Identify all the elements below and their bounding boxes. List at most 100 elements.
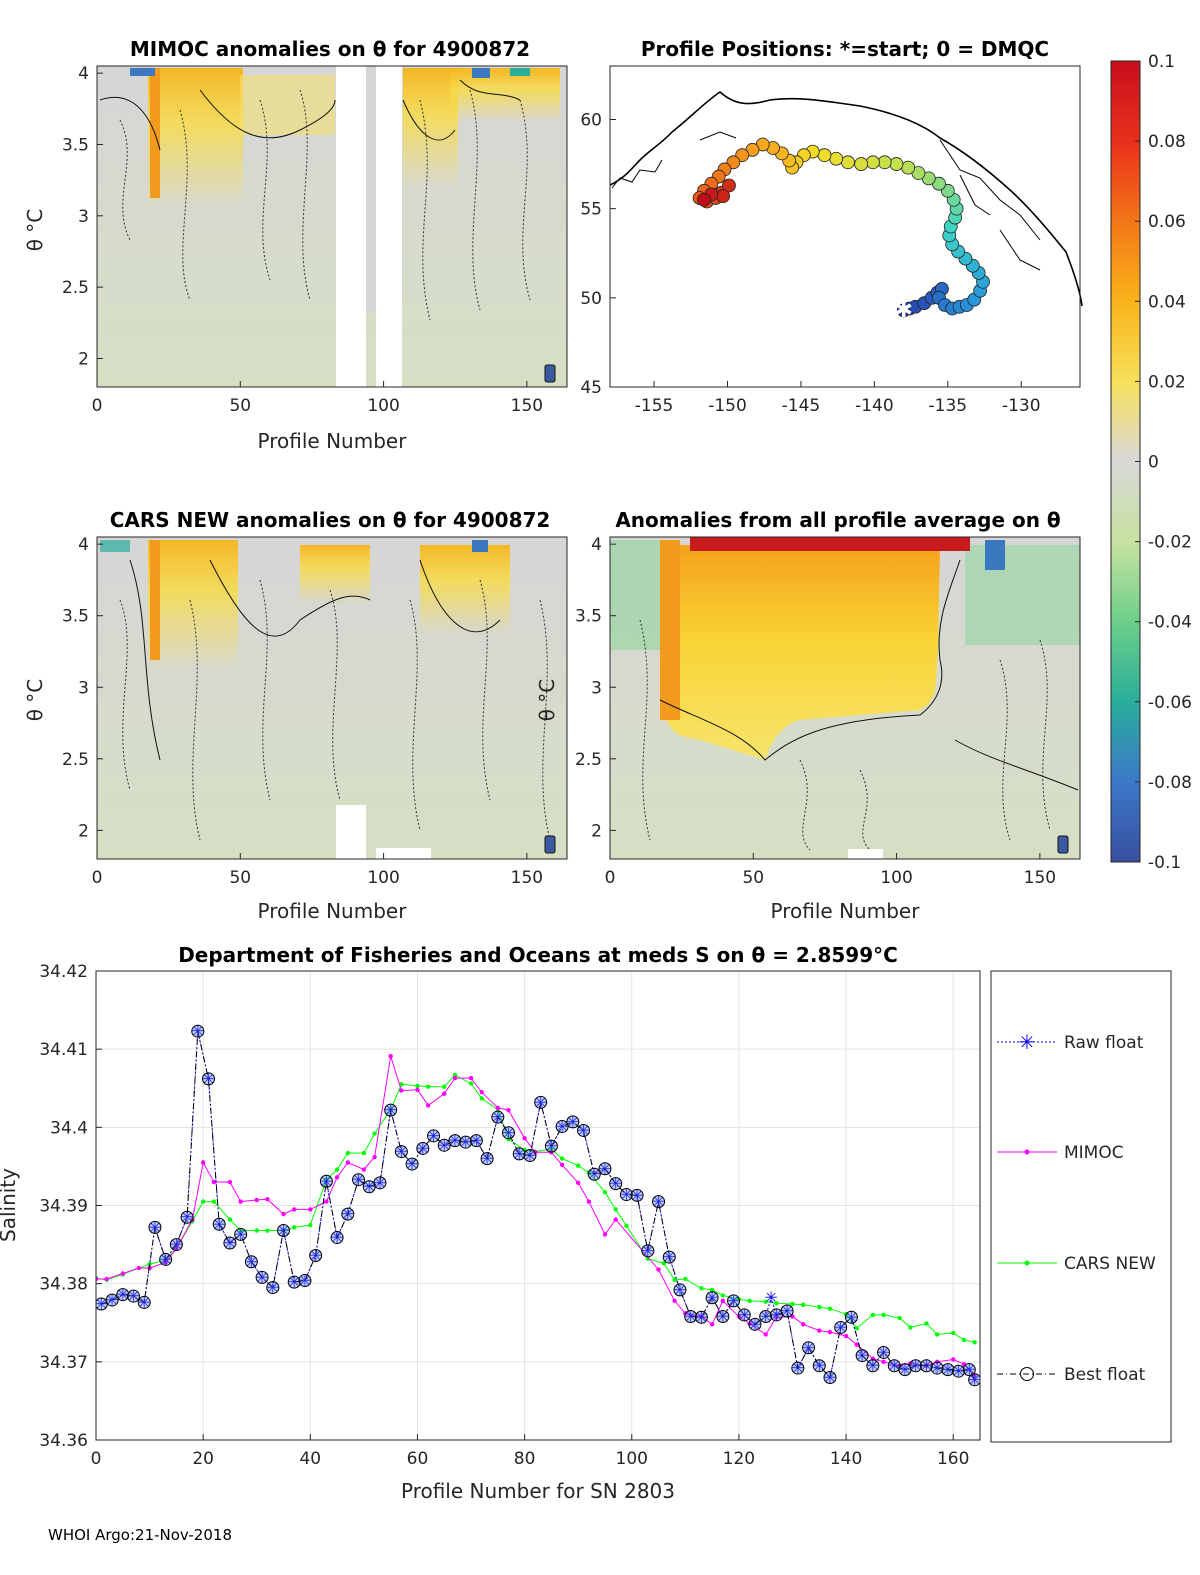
positions-xtick-label: -140 [855,396,894,416]
colorbar-tick-label: 0.04 [1148,292,1186,312]
cars-warm-streak [150,540,160,660]
colorbar-tick-label: -0.06 [1148,693,1192,713]
best-float-point [330,1231,344,1245]
best-float-point [898,1363,912,1377]
positions-xtick-label: -145 [782,396,821,416]
mimoc-point [136,1265,142,1271]
best-float-point [630,1188,644,1202]
mimoc-point [163,1260,168,1265]
salinity-ytick-label: 34.38 [39,1275,88,1295]
avg-warm-streak [660,540,680,720]
best-float-line [101,1031,976,1381]
best-float-point [309,1249,323,1263]
cars-new-point [211,1199,217,1204]
best-float-point [319,1174,333,1188]
mimoc-warm-anomaly [240,75,335,135]
coastline [609,90,1083,307]
profile-position-point [889,157,904,171]
best-float-point [694,1310,708,1324]
avg-dmqc-marker [1057,835,1069,854]
best-float-point [544,1139,558,1153]
mimoc-point [292,1207,297,1212]
salinity-ytick-label: 34.41 [39,1040,88,1060]
avg-ytick-label: 3.5 [575,607,602,627]
legend-mimoc-marker [1024,1149,1030,1155]
cars-new-point [415,1083,420,1089]
salinity-ytick-label: 34.39 [39,1197,88,1217]
best-float-point [223,1236,237,1250]
cars-new-point [790,1301,795,1307]
best-float-point [362,1180,376,1194]
mimoc-point [468,1075,474,1081]
avg-xtick-label: 50 [742,868,764,888]
best-float-point [823,1370,837,1384]
cars-ytick-label: 2.5 [62,750,89,770]
mimoc-data-gap [376,66,402,387]
best-float-point [105,1293,119,1307]
cars-new-point [559,1156,565,1161]
best-float-point [405,1157,419,1171]
colorbar-tick-label: -0.02 [1148,533,1192,553]
colorbar-tick-label: 0.08 [1148,132,1186,152]
mimoc-ytick-label: 2.5 [62,278,89,298]
best-float-point [202,1072,216,1086]
cars-new-point [308,1222,313,1228]
salinity-xtick-label: 0 [91,1449,102,1469]
avg-xlabel: Profile Number [771,899,921,923]
best-float-point [866,1359,880,1373]
cars-new-point [479,1096,484,1101]
best-float-point [780,1304,794,1318]
positions-ytick-label: 55 [580,200,602,220]
best-float-point [459,1135,473,1149]
cars-new-point [934,1332,940,1337]
best-float-point [791,1361,805,1375]
cars-cold-anomaly [100,540,130,552]
legend-mimoc-label: MIMOC [1064,1143,1124,1163]
cars-dmqc-marker [544,835,556,854]
cars-new-point [361,1150,367,1156]
mimoc-sparse-column [366,66,376,311]
best-float-point [834,1320,848,1334]
mimoc-point [656,1267,661,1272]
cars-new-point [334,1167,340,1172]
mimoc-point [200,1160,206,1165]
best-float-point [641,1244,655,1258]
mimoc-point [361,1167,367,1172]
profile-position-point [866,155,880,170]
cars-xtick-label: 0 [92,868,103,888]
cars-new-point [774,1301,779,1306]
mimoc-ytick-label: 3 [78,207,89,227]
colorbar-tick-label: 0.06 [1148,212,1186,232]
best-float-point [298,1274,312,1288]
mimoc-point [774,1315,779,1320]
mimoc-point [479,1089,484,1095]
cars-new-point [624,1223,629,1229]
best-float-point [352,1173,366,1187]
salinity-title: Department of Fisheries and Oceans at me… [178,943,898,967]
mimoc-point [843,1333,849,1339]
avg-xtick-label: 0 [605,868,616,888]
positions-xtick-label: -150 [708,396,747,416]
cars-new-point [924,1321,929,1326]
cars-new-point [897,1315,902,1321]
mimoc-point [334,1175,340,1180]
best-float-point [137,1295,151,1309]
best-float-point [673,1283,687,1297]
mimoc-point [854,1342,859,1347]
mimoc-point [817,1328,822,1333]
mimoc-point [951,1357,956,1362]
mimoc-point [425,1103,431,1108]
mimoc-xtick-label: 100 [367,396,399,416]
mimoc-point [602,1232,608,1237]
best-float-point [191,1024,205,1038]
best-float-point [127,1289,141,1303]
colorbar-tick-label: -0.04 [1148,613,1192,633]
mimoc-point [495,1105,501,1110]
best-float-point [759,1309,773,1323]
best-float-point [96,1297,108,1311]
mimoc-point [442,1091,447,1096]
mimoc-ytick-label: 2 [78,349,89,369]
legend-cars-marker [1024,1260,1030,1266]
best-float-point [394,1145,408,1159]
axis-frames [95,65,1081,1441]
